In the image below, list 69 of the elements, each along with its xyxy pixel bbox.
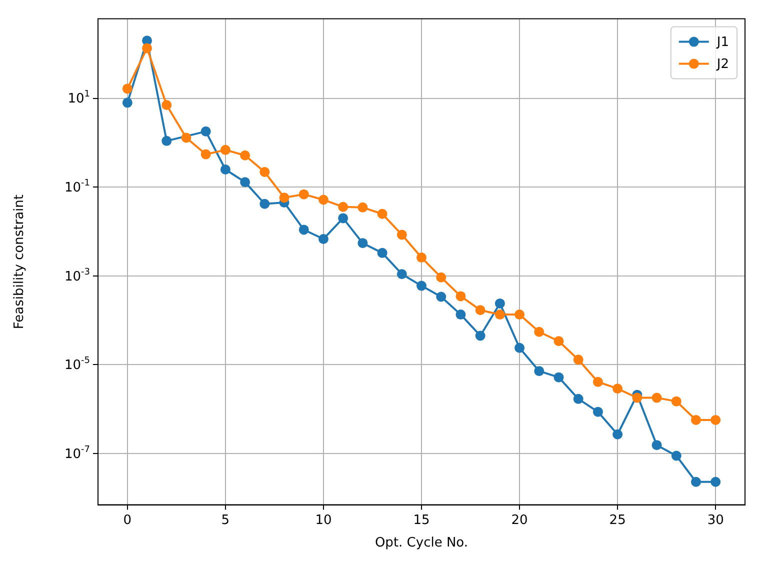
point [338, 202, 348, 212]
point [396, 269, 407, 280]
point [377, 208, 388, 219]
point [220, 144, 230, 155]
point [652, 440, 662, 450]
point [612, 429, 623, 440]
point [534, 326, 544, 337]
point [377, 248, 388, 258]
legend-label: J2 [716, 57, 730, 72]
point [122, 84, 132, 94]
point [220, 164, 230, 174]
point [436, 272, 446, 282]
x-tick-label: 5 [221, 512, 230, 528]
x-tick-label: 0 [123, 512, 132, 528]
point [514, 310, 525, 320]
point [710, 414, 721, 425]
point [475, 305, 486, 316]
point [181, 132, 192, 143]
point [358, 202, 368, 212]
point [573, 354, 584, 365]
point [690, 414, 701, 425]
point [456, 310, 466, 320]
point [494, 298, 505, 308]
point [612, 384, 623, 394]
point [298, 224, 309, 235]
legend-label: J1 [716, 35, 730, 50]
x-tick-label: 10 [315, 512, 332, 528]
point [162, 136, 172, 146]
point [592, 376, 603, 387]
x-tick-label: 20 [511, 512, 528, 528]
x-tick-label: 15 [413, 512, 430, 528]
y-axis-title: Feasibility constraint [12, 194, 28, 330]
point [200, 149, 211, 160]
point [162, 100, 172, 110]
point [142, 43, 152, 54]
x-tick-label: 30 [707, 512, 724, 528]
point [240, 150, 250, 160]
point [514, 342, 525, 353]
point [573, 394, 584, 404]
point [396, 230, 407, 240]
point [298, 189, 309, 200]
point [652, 392, 662, 403]
x-tick-label: 25 [609, 512, 626, 528]
point [200, 126, 211, 136]
point [690, 476, 701, 487]
point [240, 177, 250, 188]
point [475, 330, 486, 341]
point [279, 192, 290, 203]
point [436, 292, 446, 302]
point [494, 310, 505, 320]
point [358, 238, 368, 248]
point [632, 392, 642, 403]
point [671, 396, 682, 406]
point [416, 252, 426, 263]
point [416, 280, 426, 291]
point [456, 291, 466, 302]
point [534, 366, 544, 376]
point [592, 406, 603, 417]
point [260, 166, 270, 177]
point [671, 450, 682, 461]
point [260, 198, 270, 209]
x-axis-title: Opt. Cycle No. [374, 536, 468, 551]
point [710, 476, 721, 487]
point [338, 213, 348, 224]
point [554, 372, 564, 382]
point [318, 234, 328, 244]
point [122, 98, 132, 108]
point [318, 194, 328, 205]
point [554, 336, 564, 346]
